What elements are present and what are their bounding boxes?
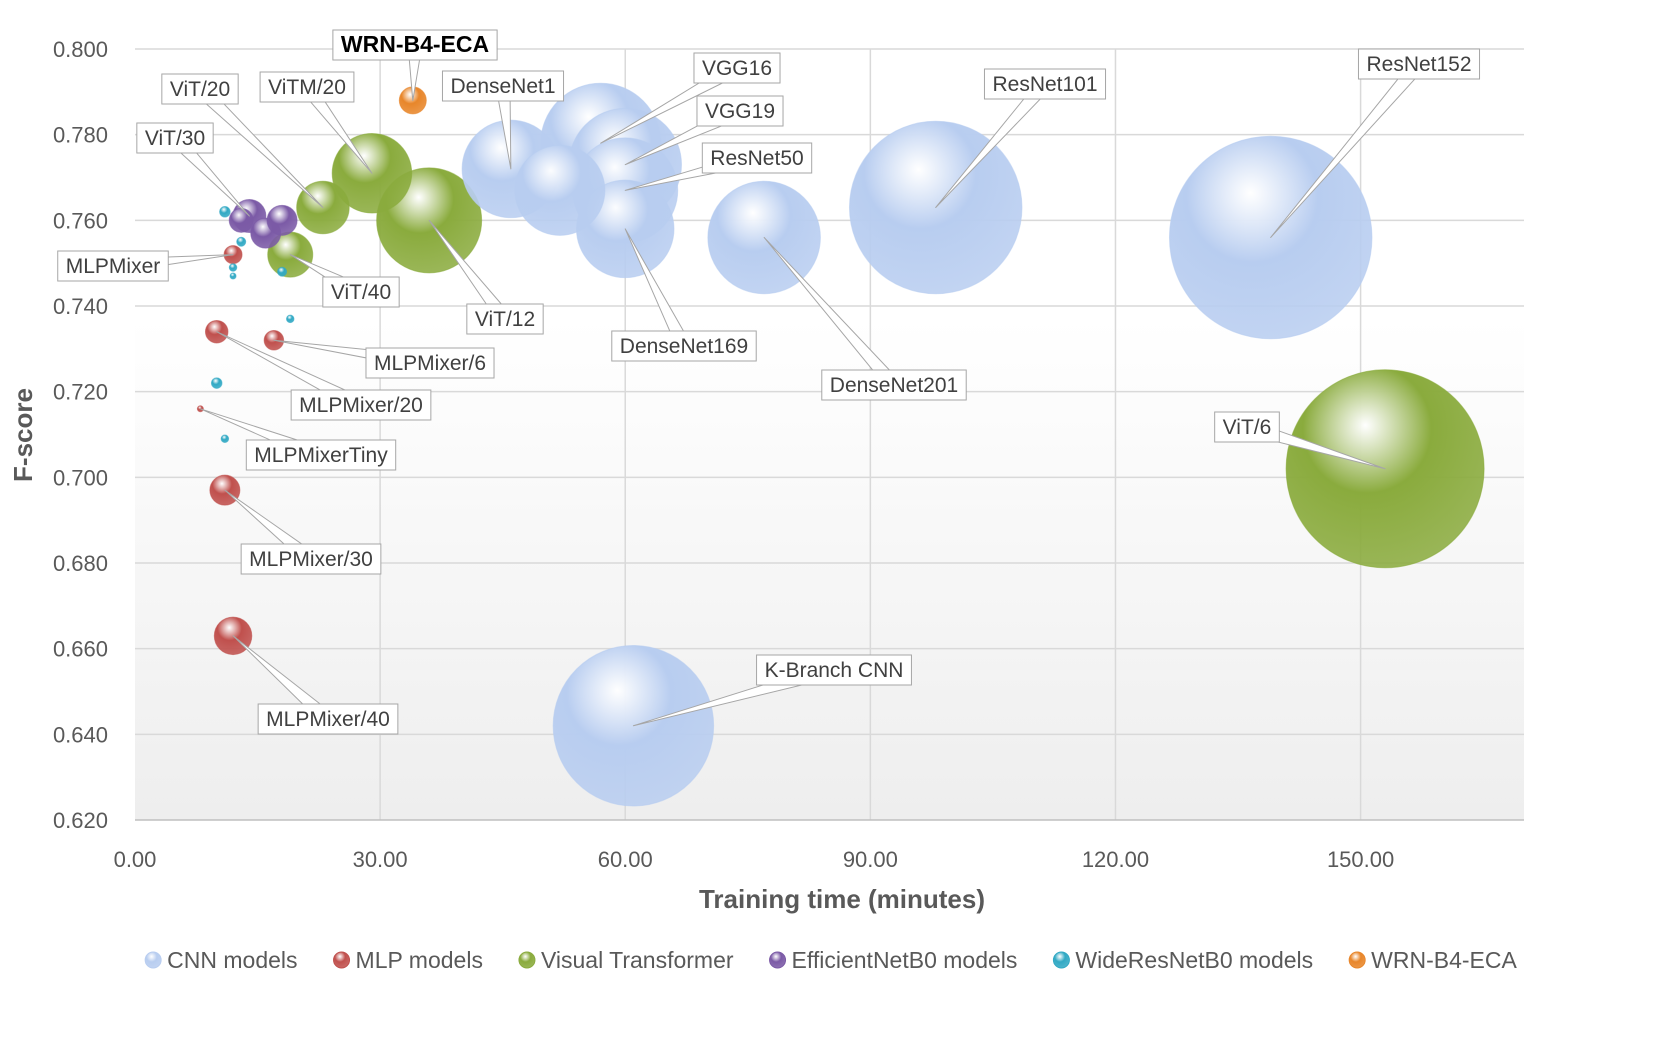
mlpmixer-6-callout-box (365, 347, 495, 379)
vgg19-callout-box (696, 95, 784, 127)
y-axis-title: F-score (8, 388, 38, 482)
bubble (285, 314, 295, 324)
bubble (514, 144, 606, 236)
densenet201-label: DenseNet201 (830, 374, 958, 397)
legend-label-visual-transformer: Visual Transformer (541, 947, 734, 973)
y-tick-label: 0.780 (53, 123, 108, 148)
vit-40-callout-box (322, 276, 400, 308)
vitm-20-label: ViTM/20 (268, 76, 346, 99)
vit-30-label: ViT/30 (145, 127, 205, 150)
densenet1-callout-box (441, 70, 565, 102)
y-tick-label: 0.700 (53, 465, 108, 490)
vit-12-label: ViT/12 (475, 308, 535, 331)
x-tick-label: 120.00 (1082, 847, 1149, 872)
bubble (229, 272, 237, 280)
bubble (266, 204, 298, 236)
k-branch-cnn-callout-box (756, 654, 912, 686)
legend-label-cnn-models: CNN models (167, 947, 297, 973)
callouts: DenseNet1 VGG16 VGG19 ResNet50 DenseNet169 De… (57, 29, 1481, 735)
mlpmixer-40-label: MLPMixer/40 (266, 708, 390, 731)
mlpmixer-20-callout-box (290, 389, 432, 421)
vit-30-callout-box (136, 122, 214, 154)
k-branch-cnn-label: K-Branch CNN (765, 659, 904, 682)
y-tick-label: 0.800 (53, 37, 108, 62)
vit-12-callout-box (466, 303, 544, 335)
y-tick-label: 0.720 (53, 380, 108, 405)
legend-label-wrn-b4-eca: WRN-B4-ECA (1371, 947, 1517, 973)
y-tick-label: 0.620 (53, 808, 108, 833)
mlpmixer-6-label: MLPMixer/6 (374, 352, 486, 375)
legend-marker-wrn-b4-eca (1348, 951, 1366, 969)
vitm-20-callout-box (259, 71, 355, 103)
legend-label-wideresnetb0-models: WideResNetB0 models (1075, 947, 1313, 973)
legend-label-mlp-models: MLP models (356, 947, 483, 973)
resnet152-label: ResNet152 (1366, 53, 1471, 76)
vgg19-label: VGG19 (705, 100, 775, 123)
vit-6-label: ViT/6 (1223, 416, 1272, 439)
legend: CNN models MLP models Visual Transformer Ef… (144, 947, 1518, 973)
x-tick-label: 150.00 (1327, 847, 1394, 872)
legend-marker-visual-transformer (518, 951, 536, 969)
vgg16-label: VGG16 (702, 57, 772, 80)
densenet169-callout-box (611, 330, 757, 362)
legend-marker-efficientnetb0-models (769, 951, 787, 969)
mlpmixer-30-callout-box (240, 543, 382, 575)
resnet152-callout-box (1357, 48, 1481, 80)
x-tick-label: 30.00 (353, 847, 408, 872)
resnet50-callout-box (701, 142, 813, 174)
bubble (236, 236, 247, 247)
bubble (228, 263, 238, 272)
bubble (277, 266, 288, 277)
vit-40-label: ViT/40 (331, 281, 391, 304)
axes: Training time (minutes) F-score 0.00 30.0… (8, 37, 1524, 914)
y-tick-label: 0.640 (53, 722, 108, 747)
y-tick-label: 0.680 (53, 551, 108, 576)
mlpmixer-label: MLPMixer (66, 255, 161, 278)
legend-marker-cnn-models (144, 951, 162, 969)
x-tick-label: 0.00 (114, 847, 157, 872)
y-tick-label: 0.660 (53, 637, 108, 662)
legend-label-efficientnetb0-models: EfficientNetB0 models (792, 947, 1018, 973)
x-axis-title: Training time (minutes) (699, 884, 985, 914)
resnet50-label: ResNet50 (710, 147, 803, 170)
densenet1-label: DenseNet1 (450, 75, 555, 98)
wrn-b4-eca-label: WRN-B4-ECA (341, 31, 489, 57)
mlpmixer-20-label: MLPMixer/20 (299, 394, 423, 417)
y-tick-label: 0.740 (53, 294, 108, 319)
mlpmixertiny-callout-box (245, 439, 397, 471)
vit-20-callout-box (161, 73, 239, 105)
densenet169-label: DenseNet169 (620, 335, 748, 358)
wrn-b4-eca-callout-box (332, 29, 498, 61)
mlpmixer-30-label: MLPMixer/30 (249, 548, 373, 571)
mlpmixer-40-callout-box (257, 703, 399, 735)
resnet101-callout-box (983, 68, 1107, 100)
densenet201-callout-box (821, 369, 967, 401)
x-tick-label: 60.00 (598, 847, 653, 872)
mlpmixer-callout-box (57, 250, 169, 282)
x-tick-label: 90.00 (843, 847, 898, 872)
resnet101-label: ResNet101 (992, 73, 1097, 96)
legend-marker-wideresnetb0-models (1052, 951, 1070, 969)
legend-marker-mlp-models (333, 951, 351, 969)
bubble (219, 206, 231, 218)
vgg16-callout-box (693, 52, 781, 84)
vit-6-callout-box (1214, 411, 1280, 443)
bubble (228, 207, 254, 233)
y-tick-label: 0.760 (53, 208, 108, 233)
bubble (210, 377, 223, 389)
bubble (220, 434, 230, 444)
vit-20-label: ViT/20 (170, 78, 230, 101)
mlpmixertiny-label: MLPMixerTiny (254, 444, 388, 467)
